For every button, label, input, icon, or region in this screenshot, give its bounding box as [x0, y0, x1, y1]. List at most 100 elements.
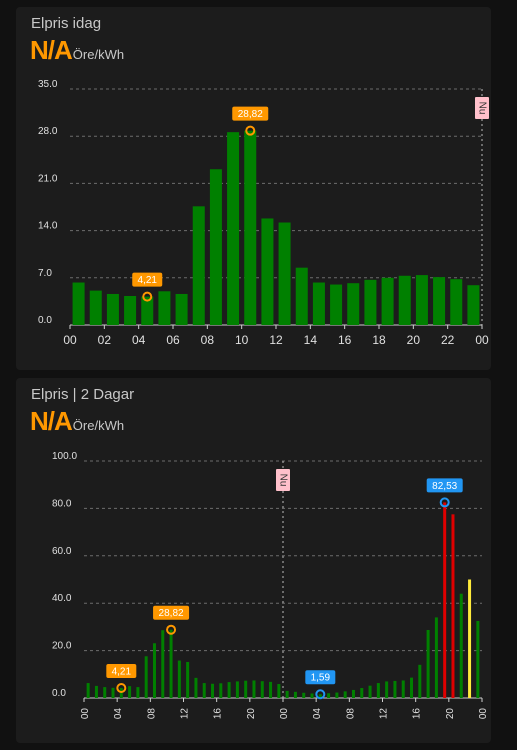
bar [111, 687, 115, 698]
bar [136, 687, 140, 698]
card-title: Elpris | 2 Dagar [31, 386, 135, 403]
y-tick-label: 100.0 [52, 451, 77, 462]
x-tick-label: 08 [345, 708, 356, 720]
bar [124, 296, 137, 325]
bar [310, 693, 314, 698]
x-tick-label: 06 [166, 333, 180, 347]
bar [89, 290, 102, 325]
chart-1: 0.0 7.0 14.0 21.0 28.0 35.0 00 02 04 06 08 10 12 14 16… [38, 79, 489, 347]
bar [398, 275, 411, 325]
bar [385, 681, 389, 698]
annotation-marker [439, 497, 450, 508]
bar [106, 293, 119, 325]
bar [467, 285, 480, 325]
bar [144, 656, 148, 698]
bar [364, 279, 377, 325]
annotation-box [132, 272, 163, 287]
annotation-marker [166, 624, 177, 635]
x-tick-label: 04 [312, 708, 323, 720]
annotation-label: 1,59 [311, 673, 331, 684]
bar [293, 691, 297, 698]
bar [260, 681, 264, 698]
card-title: Elpris idag [31, 15, 102, 32]
x-tick-label: 10 [235, 333, 249, 347]
annotation-label: 4,21 [138, 275, 158, 286]
x-tick-label: 08 [146, 708, 157, 720]
bar [376, 683, 380, 698]
bar [277, 684, 281, 698]
bar [244, 130, 257, 325]
x-tick-label: 08 [201, 333, 215, 347]
current-price-value: N/A [30, 406, 73, 436]
x-tick-label: 18 [372, 333, 386, 347]
bar [227, 132, 240, 325]
x-tick-label: 20 [445, 708, 456, 720]
bar [244, 680, 248, 698]
y-tick-label: 14.0 [38, 221, 58, 232]
x-tick-label: 00 [478, 708, 489, 720]
chart-2: 0.0 20.0 40.0 60.0 80.0 100.0 00 04 08 12 16 20 00 04… [52, 451, 489, 719]
x-tick-label: 04 [113, 708, 124, 720]
now-label-box [475, 97, 489, 119]
bar [426, 629, 430, 698]
bar [72, 282, 85, 325]
y-tick-label: 0.0 [52, 688, 66, 699]
y-tick-label: 80.0 [52, 498, 72, 509]
bar [252, 680, 256, 698]
annotation-label: 28,82 [159, 608, 184, 619]
x-tick-label: 12 [180, 708, 191, 720]
x-tick-label: 20 [407, 333, 421, 347]
y-tick-label: 60.0 [52, 546, 72, 557]
bar [141, 296, 154, 325]
bar [451, 514, 455, 698]
x-tick-label: 12 [269, 333, 283, 347]
annotation-marker [245, 125, 256, 136]
bar [285, 690, 289, 698]
bar [347, 283, 360, 325]
bar [175, 293, 188, 325]
annotation-label: 82,53 [432, 481, 457, 492]
bar [351, 689, 355, 698]
bar [418, 664, 422, 698]
bar [459, 593, 463, 698]
x-tick-label: 16 [213, 708, 224, 720]
bar [152, 643, 156, 698]
bar [318, 694, 322, 698]
now-label: Nu [476, 102, 487, 115]
now-label-box [276, 469, 290, 491]
bar [468, 579, 472, 698]
bar [86, 683, 90, 698]
bar [227, 682, 231, 698]
bar [128, 686, 132, 698]
bar [381, 277, 394, 325]
current-price-state: N/A Öre/kWh [30, 35, 124, 66]
x-tick-label: 16 [338, 333, 352, 347]
bar [450, 279, 463, 325]
bar [343, 691, 347, 698]
bar [269, 681, 273, 698]
annotation-box [153, 605, 190, 620]
y-tick-label: 28.0 [38, 126, 58, 137]
x-tick-label: 00 [475, 333, 489, 347]
y-tick-label: 7.0 [38, 268, 52, 279]
y-tick-label: 20.0 [52, 641, 72, 652]
annotation-marker [315, 689, 326, 700]
bar [434, 617, 438, 698]
bar [211, 683, 215, 698]
bar [401, 680, 405, 698]
bar [94, 685, 98, 698]
current-price-value: N/A [30, 35, 73, 65]
annotation-box [232, 106, 269, 121]
bar [194, 677, 198, 698]
bar [235, 681, 239, 698]
now-label: Nu [277, 474, 288, 487]
x-tick-label: 14 [304, 333, 318, 347]
annotation-box [426, 478, 463, 493]
bar [295, 267, 308, 325]
annotation-marker [116, 683, 127, 694]
x-tick-label: 16 [412, 708, 423, 720]
x-tick-label: 22 [441, 333, 455, 347]
price-unit: Öre/kWh [72, 418, 125, 433]
bar [433, 277, 446, 325]
